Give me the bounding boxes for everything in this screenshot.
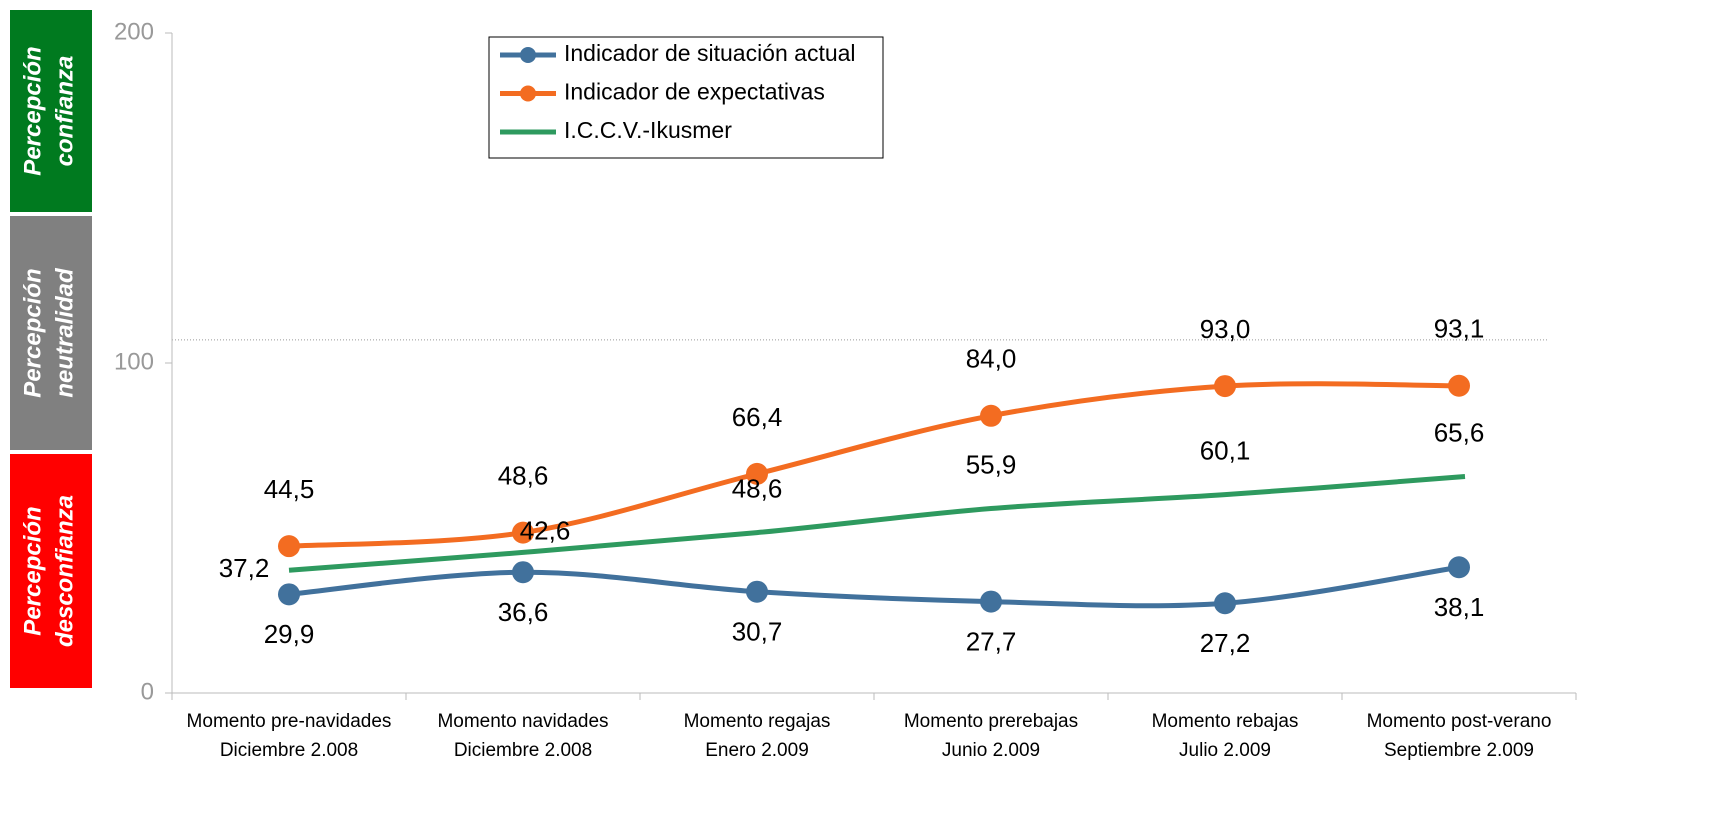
band-label: desconfianza xyxy=(51,495,78,647)
data-label: 37,2 xyxy=(219,553,270,583)
band-label: Percepción xyxy=(19,268,46,397)
y-tick-label: 0 xyxy=(141,678,154,705)
band-label: Percepción xyxy=(19,46,46,175)
marker xyxy=(1214,375,1236,398)
y-tick-label: 100 xyxy=(114,348,154,375)
data-label: 93,1 xyxy=(1434,314,1485,344)
data-label: 27,7 xyxy=(966,626,1017,656)
marker xyxy=(512,561,534,584)
x-tick-label: Diciembre 2.008 xyxy=(454,740,592,761)
x-tick-label: Momento regajas xyxy=(684,711,831,732)
data-label: 65,6 xyxy=(1434,417,1485,447)
x-tick-label: Diciembre 2.008 xyxy=(220,740,358,761)
series-line xyxy=(288,564,1460,609)
data-label: 29,9 xyxy=(264,619,315,649)
data-label: 44,5 xyxy=(264,474,315,504)
data-label: 93,0 xyxy=(1200,314,1251,344)
legend-label: I.C.C.V.-Ikusmer xyxy=(564,117,732,143)
marker xyxy=(1214,592,1236,615)
data-label: 38,1 xyxy=(1434,592,1485,622)
marker xyxy=(1448,374,1470,397)
y-tick-label: 200 xyxy=(114,18,154,45)
marker xyxy=(278,535,300,558)
data-label: 84,0 xyxy=(966,344,1017,374)
legend-label: Indicador de expectativas xyxy=(564,79,825,105)
x-tick-label: Momento rebajas xyxy=(1152,711,1299,732)
legend-marker xyxy=(520,85,536,102)
x-tick-label: Septiembre 2.009 xyxy=(1384,740,1534,761)
marker xyxy=(278,583,300,606)
data-label: 48,6 xyxy=(732,473,783,503)
marker xyxy=(980,590,1002,613)
marker xyxy=(1448,556,1470,579)
marker xyxy=(746,580,768,603)
data-label: 30,7 xyxy=(732,617,783,647)
x-tick-label: Julio 2.009 xyxy=(1179,740,1271,761)
data-label: 48,6 xyxy=(498,460,549,490)
data-label: 66,4 xyxy=(732,402,783,432)
x-tick-label: Junio 2.009 xyxy=(942,740,1040,761)
x-tick-label: Momento prerebajas xyxy=(904,711,1078,732)
band-label: neutralidad xyxy=(51,267,78,398)
series-line xyxy=(288,474,1466,573)
x-tick-label: Momento navidades xyxy=(437,711,608,732)
legend-marker xyxy=(520,47,536,63)
marker xyxy=(980,404,1002,427)
band xyxy=(10,10,92,212)
band-label: Percepción xyxy=(19,506,46,635)
series-line xyxy=(288,381,1460,549)
band xyxy=(10,216,92,450)
data-label: 55,9 xyxy=(966,449,1017,479)
band-label: confianza xyxy=(51,56,78,167)
data-label: 36,6 xyxy=(498,597,549,627)
band xyxy=(10,454,92,688)
data-label: 27,2 xyxy=(1200,628,1251,658)
data-label: 60,1 xyxy=(1200,436,1251,466)
marker xyxy=(746,462,768,485)
legend-label: Indicador de situación actual xyxy=(564,40,856,66)
data-label: 42,6 xyxy=(520,515,571,545)
x-tick-label: Enero 2.009 xyxy=(705,740,809,761)
marker xyxy=(512,521,534,544)
x-tick-label: Momento pre-navidades xyxy=(187,711,392,732)
x-tick-label: Momento post-verano xyxy=(1367,711,1552,732)
